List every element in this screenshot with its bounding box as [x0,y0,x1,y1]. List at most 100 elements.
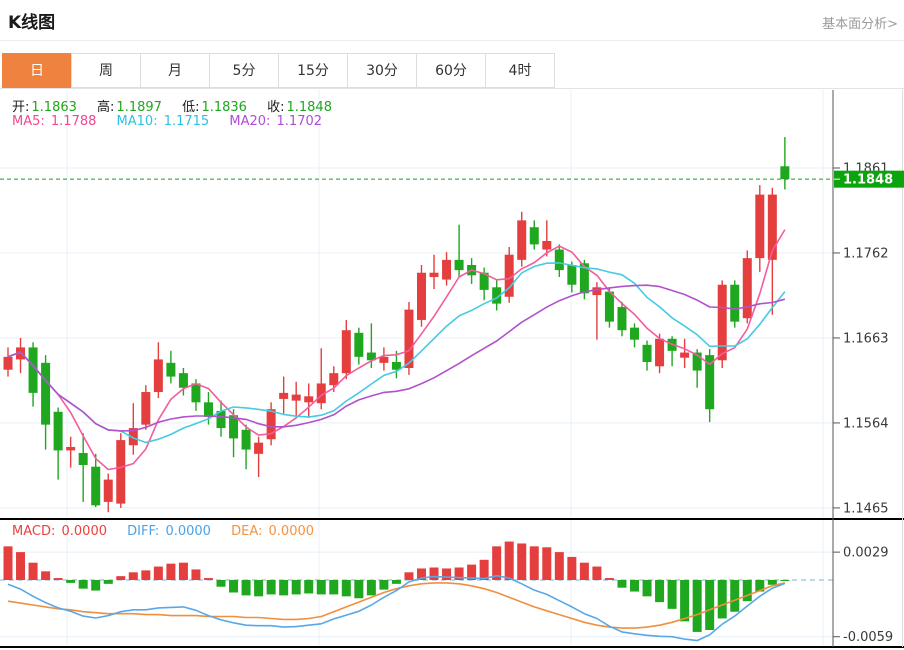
macd-bar [116,576,126,580]
ma10-legend: MA10: 1.1715 [117,114,210,129]
candle-body [166,362,176,377]
price-axis-label: 1.1762 [843,246,889,261]
candle-body [391,361,401,370]
macd-bar [479,559,489,580]
ohlc-legend: 开: 1.1863 高: 1.1897 低: 1.1836 收: 1.1848 [12,96,348,115]
macd-bar [16,552,26,580]
macd-bar [191,569,201,580]
candle-body [53,411,63,451]
tab-日[interactable]: 日 [2,53,72,88]
macd-bar [91,580,101,591]
ma10-label: MA10: [116,114,158,129]
candle-body [705,355,715,410]
candle-body [304,396,314,403]
tab-5分[interactable]: 5分 [209,53,279,88]
ma5-label: MA5: [12,114,45,129]
price-axis-label: 1.1663 [843,331,889,346]
tab-月[interactable]: 月 [140,53,210,88]
macd-bar [366,580,376,596]
macd-bar [730,580,740,612]
diff-label: DIFF: [127,524,160,539]
candle-body [153,359,163,393]
candle-body [254,442,264,454]
candle-body [492,287,502,304]
macd-bar [266,580,276,595]
tab-4时[interactable]: 4时 [485,53,555,88]
candle-body [116,440,126,504]
candle-body [780,166,790,180]
candle-body [517,220,527,260]
macd-bar [767,580,777,585]
last-price-box [834,170,904,188]
tab-15分[interactable]: 15分 [278,53,348,88]
candle-body [128,428,138,446]
candle-body [579,263,589,294]
macd-bar [404,572,414,580]
candle-body [329,373,339,386]
candle-body [178,373,188,388]
macd-label: MACD: [12,524,56,539]
dea-label: DEA: [231,524,263,539]
candle-body [66,446,76,451]
diff-value: 0.0000 [165,524,211,539]
ma5-legend: MA5: 1.1788 [12,114,96,129]
candle-body [479,272,489,290]
macd-bar [379,580,389,590]
candle-body [241,429,251,450]
tab-30分[interactable]: 30分 [347,53,417,88]
macd-bar [329,580,339,595]
macd-bar [229,580,239,593]
ma20-line [7,284,786,432]
candle-body [692,352,702,371]
candle-body [504,254,514,297]
macd-bar [279,580,289,596]
macd-bar [604,578,614,580]
candle-body [41,362,51,425]
candle-body [16,347,26,360]
open-value: 1.1863 [31,100,77,115]
macd-bar [128,572,138,580]
low-label: 低: [182,100,200,115]
macd-bar [492,546,502,580]
candle-body [429,272,439,278]
macd-bar [454,567,464,580]
tab-周[interactable]: 周 [71,53,141,88]
candle-body [266,409,276,440]
macd-bar [592,566,602,580]
macd-bar [78,580,88,589]
macd-axis-label: -0.0059 [843,630,893,645]
candle-body [103,479,113,502]
open-pair: 开: 1.1863 [12,100,77,115]
candle-body [442,259,452,280]
candle-body [630,327,639,340]
high-pair: 高: 1.1897 [97,100,162,115]
macd-bar [742,580,752,602]
macd-bar [28,562,38,580]
candle-body [554,249,564,271]
price-axis-label: 1.1564 [843,416,889,431]
macd-bar [41,571,51,580]
candle-body [216,410,226,429]
macd-bar [254,580,264,597]
macd-bar [780,580,790,581]
macd-bar [755,580,765,592]
tab-60分[interactable]: 60分 [416,53,486,88]
macd-bar [680,580,690,622]
macd-bar [717,580,727,619]
macd-bar [642,580,652,597]
macd-bar [617,580,627,588]
diff-line [7,574,786,642]
ma5-line [7,229,786,471]
candle-body [642,344,652,362]
fundamental-analysis-link[interactable]: 基本面分析> [822,17,898,32]
macd-bar [442,568,452,580]
candle-body [529,227,539,245]
candle-body [141,392,151,425]
macd-bar [504,541,514,580]
page-title: K线图 [8,13,56,33]
macd-value-legend: MACD: 0.0000 [12,524,107,539]
macd-bar [141,570,151,580]
tabbar-border [0,88,904,89]
